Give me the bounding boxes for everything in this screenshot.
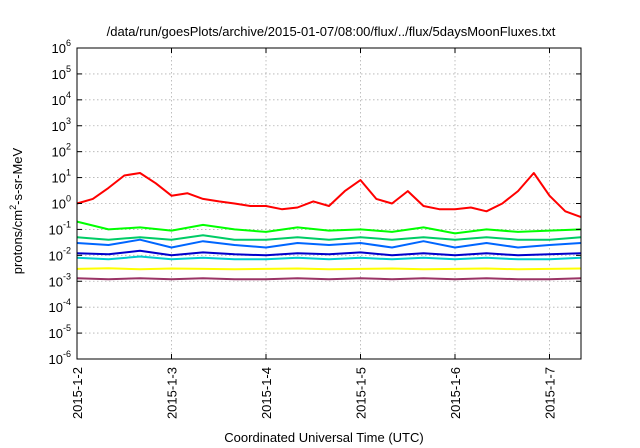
y-tick-exp: -2 bbox=[63, 245, 71, 255]
y-tick-base: 10 bbox=[49, 300, 63, 315]
y-tick-base: 10 bbox=[52, 171, 66, 186]
y-axis-label-post: -s-sr-MeV bbox=[10, 147, 25, 204]
x-axis-label: Coordinated Universal Time (UTC) bbox=[224, 430, 423, 445]
x-tick-label: 2015-1-6 bbox=[448, 367, 463, 419]
y-tick-base: 10 bbox=[52, 67, 66, 82]
y-tick-exp: -3 bbox=[63, 271, 71, 281]
y-tick-exp: 4 bbox=[66, 90, 71, 100]
y-tick-base: 10 bbox=[52, 93, 66, 108]
y-tick-label: 105 bbox=[52, 64, 71, 82]
y-tick-base: 10 bbox=[52, 197, 66, 212]
y-tick-base: 10 bbox=[52, 41, 66, 56]
y-tick-exp: -6 bbox=[63, 349, 71, 359]
series-line-4 bbox=[76, 238, 582, 249]
y-axis: 10-610-510-410-310-210-11001011021031041… bbox=[49, 38, 581, 367]
y-tick-base: 10 bbox=[49, 326, 63, 341]
y-tick-label: 10-2 bbox=[49, 245, 71, 263]
y-tick-base: 10 bbox=[49, 248, 63, 263]
y-tick-exp: 1 bbox=[66, 168, 71, 178]
y-axis-label-sup: 2 bbox=[8, 205, 18, 210]
x-tick-label: 2015-1-3 bbox=[165, 367, 180, 419]
chart-title: /data/run/goesPlots/archive/2015-01-07/0… bbox=[107, 24, 556, 39]
x-tick-label: 2015-1-5 bbox=[354, 367, 369, 419]
y-tick-exp: -4 bbox=[63, 297, 71, 307]
y-tick-label: 106 bbox=[52, 38, 71, 56]
x-tick-label: 2015-1-7 bbox=[543, 367, 558, 419]
series-line-5 bbox=[76, 255, 582, 261]
y-axis-label: protons/cm2-s-sr-MeV bbox=[8, 147, 25, 274]
y-tick-base: 10 bbox=[49, 222, 63, 237]
y-tick-exp: 3 bbox=[66, 116, 71, 126]
y-tick-label: 10-4 bbox=[49, 297, 71, 315]
y-tick-exp: -1 bbox=[63, 219, 71, 229]
y-tick-label: 103 bbox=[52, 116, 71, 134]
y-tick-label: 104 bbox=[52, 90, 71, 108]
y-tick-label: 10-3 bbox=[49, 271, 71, 289]
y-tick-label: 101 bbox=[52, 168, 71, 186]
y-tick-exp: 6 bbox=[66, 38, 71, 48]
series-line-3 bbox=[76, 234, 582, 241]
series-line-1 bbox=[76, 172, 582, 219]
y-tick-label: 10-5 bbox=[49, 323, 71, 341]
series-line-6 bbox=[76, 249, 582, 257]
series-line-2 bbox=[76, 220, 582, 235]
series-line-7 bbox=[76, 267, 582, 271]
y-tick-base: 10 bbox=[49, 352, 63, 367]
series-group bbox=[76, 172, 582, 281]
x-tick-label: 2015-1-2 bbox=[70, 367, 85, 419]
x-axis: 2015-1-2 2015-1-3 2015-1-4 2015-1-5 2015-1-6… bbox=[70, 48, 558, 419]
x-tick-label: 2015-1-4 bbox=[259, 367, 274, 419]
y-tick-base: 10 bbox=[52, 145, 66, 160]
y-tick-label: 100 bbox=[52, 194, 71, 212]
y-axis-label-pre: protons/cm bbox=[10, 210, 25, 274]
y-tick-label: 102 bbox=[52, 142, 71, 160]
y-tick-base: 10 bbox=[49, 274, 63, 289]
y-tick-label: 10-6 bbox=[49, 349, 71, 367]
y-tick-exp: -5 bbox=[63, 323, 71, 333]
series-line-8 bbox=[76, 277, 582, 281]
y-tick-exp: 5 bbox=[66, 64, 71, 74]
y-tick-exp: 0 bbox=[66, 194, 71, 204]
y-tick-label: 10-1 bbox=[49, 219, 71, 237]
y-tick-base: 10 bbox=[52, 119, 66, 134]
y-tick-exp: 2 bbox=[66, 142, 71, 152]
grid bbox=[77, 48, 581, 359]
